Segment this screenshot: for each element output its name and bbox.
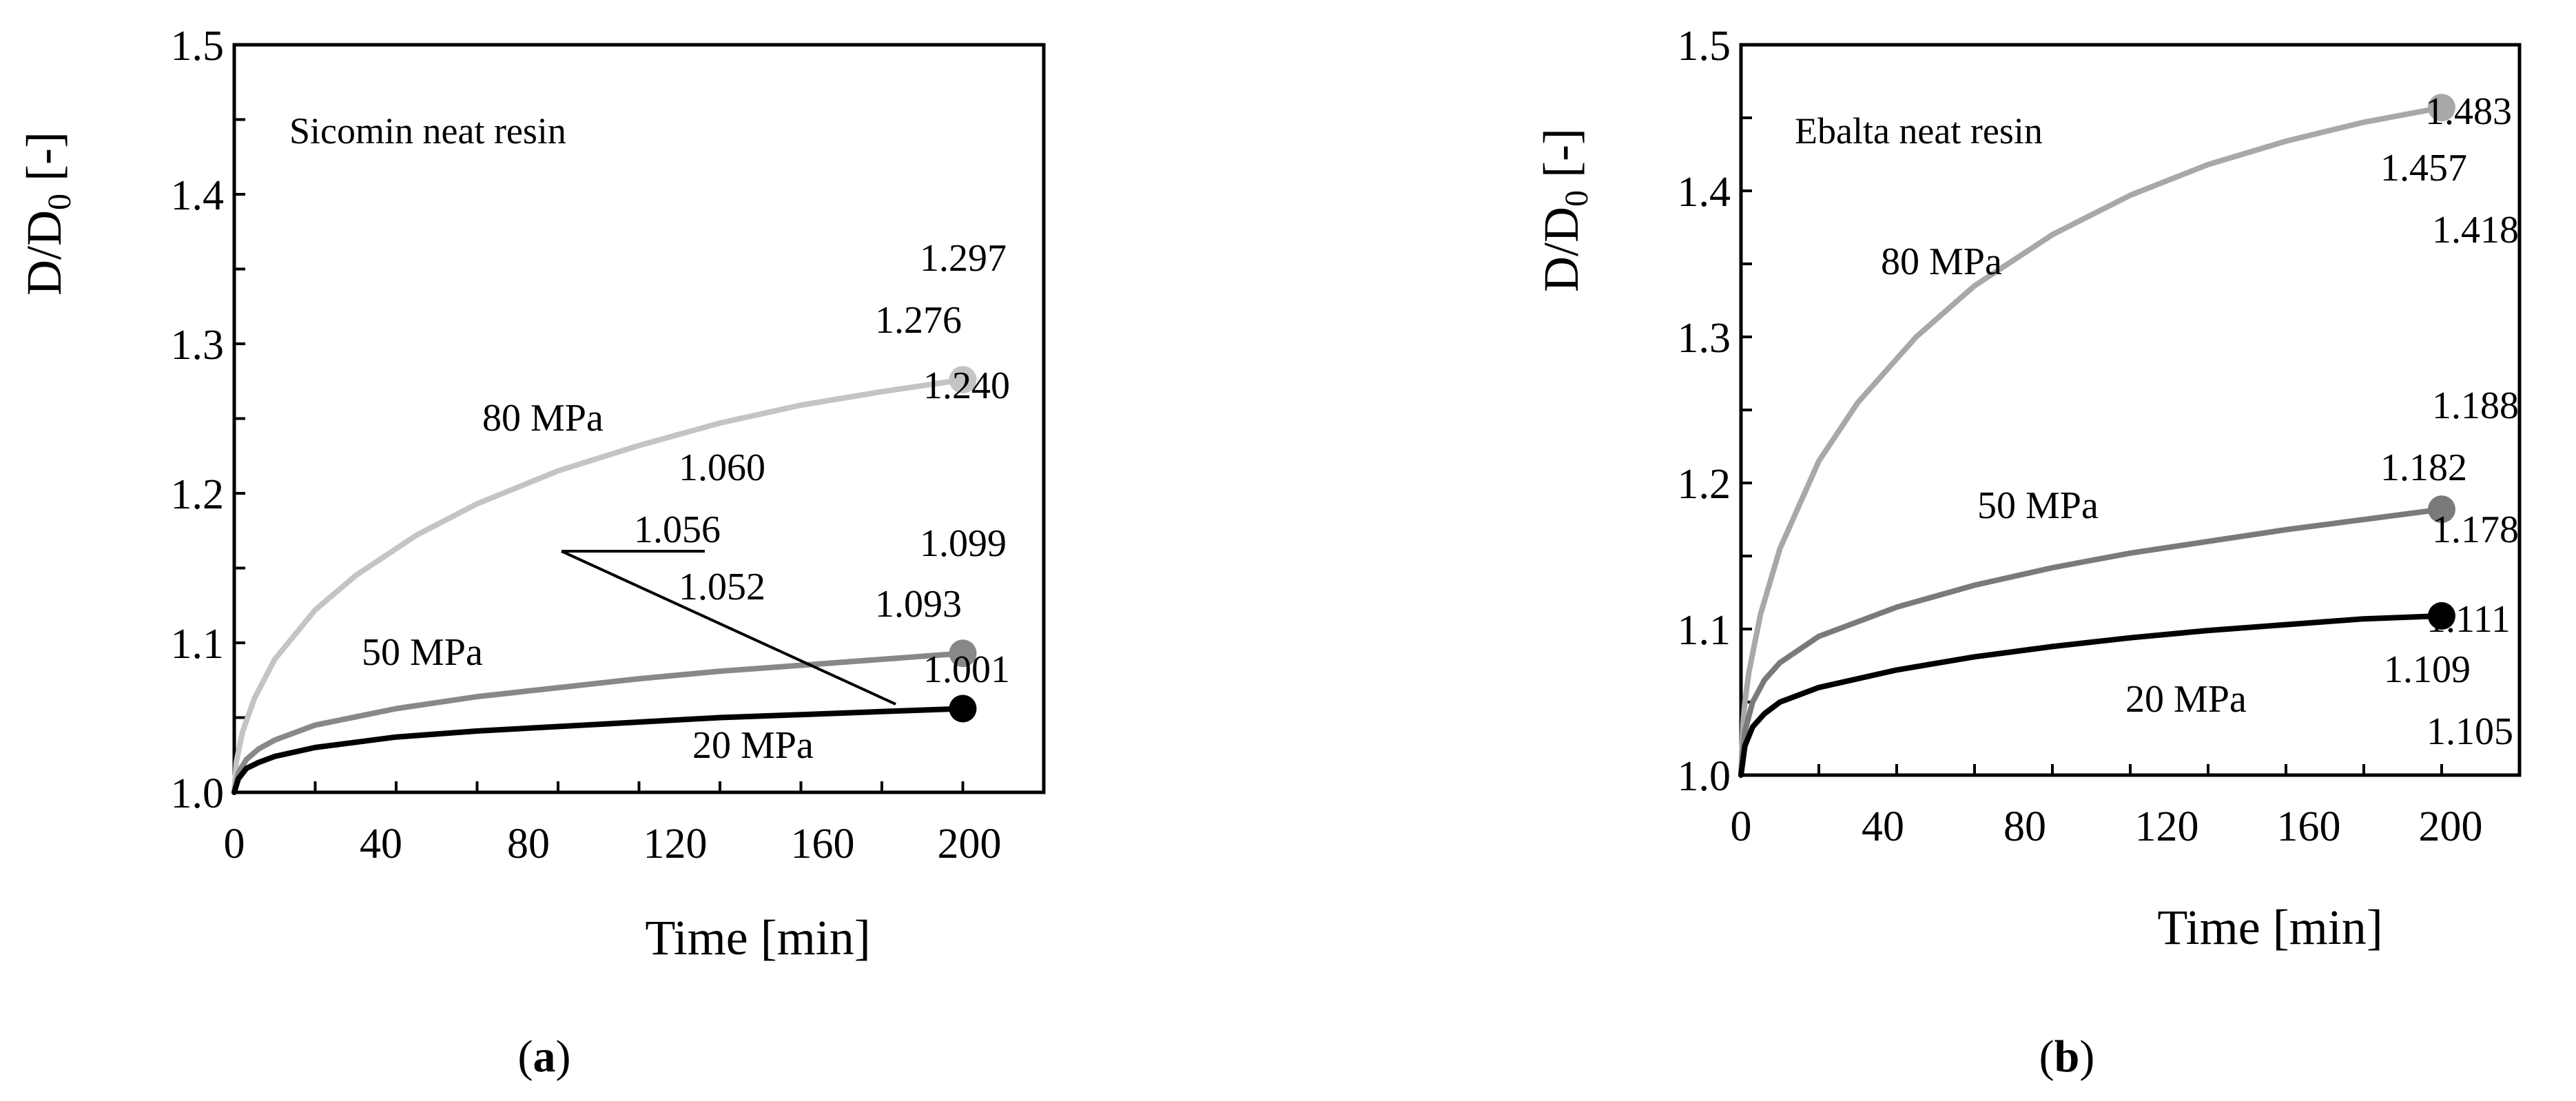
annotation: 1.111 (2426, 598, 2511, 641)
x-tick-label: 80 (507, 821, 550, 867)
annotation: 1.001 (923, 648, 1010, 691)
y-tick-label: 1.4 (171, 172, 225, 219)
series-end-marker (2428, 495, 2455, 524)
chart-b: Ebalta neat resin 1.0 1.1 1.2 1.3 1.4 1.… (1534, 23, 2522, 1082)
chart-b-title: Ebalta neat resin (1795, 110, 2043, 152)
y-tick-label: 1.2 (171, 471, 225, 518)
series-end-marker (2428, 94, 2455, 122)
x-tick-label: 80 (2003, 803, 2046, 850)
annotation: 1.109 (2384, 648, 2471, 691)
y-tick-label: 1.2 (1678, 461, 1731, 508)
y-axis-label-main: D/D (1534, 207, 1589, 292)
y-tick-label: 1.1 (1678, 607, 1731, 654)
series-a (231, 366, 977, 795)
panel-label-b: (b) (2039, 1031, 2095, 1082)
x-tick-label: 200 (2419, 803, 2483, 850)
x-tick-label: 40 (360, 821, 402, 867)
x-tick-label: 0 (1731, 803, 1752, 850)
x-tick-label: 120 (643, 821, 708, 867)
y-tick-label: 1.5 (1678, 23, 1731, 70)
series-end-marker (949, 694, 977, 723)
chart-a: Sicomin neat resin 1.0 1.1 1.2 1.3 1.4 1… (17, 23, 1046, 1082)
panel-letter-b: b (2054, 1031, 2080, 1082)
y-axis-label-unit: [-] (17, 132, 72, 194)
series-b (1738, 94, 2455, 778)
y-tick-label: 1.3 (1678, 315, 1731, 362)
annotation: 1.105 (2426, 710, 2513, 753)
series-end-marker (949, 639, 977, 668)
annotation: 1.418 (2432, 209, 2519, 251)
y-axis-label-sub: 0 (41, 194, 78, 210)
series-line-20-mpa (1738, 613, 2444, 778)
series-line-50-mpa (1738, 506, 2444, 778)
annotation: 1.182 (2380, 446, 2467, 489)
annotation: 1.099 (920, 522, 1007, 565)
annotation: 1.093 (875, 583, 962, 626)
y-tick-label: 1.1 (171, 621, 225, 668)
series-line-20-mpa (231, 706, 966, 795)
x-tick-label: 160 (2277, 803, 2341, 850)
y-axis-label-sub: 0 (1558, 190, 1595, 207)
series-end-marker (2428, 601, 2455, 630)
series-label-20: 20 MPa (2125, 678, 2247, 721)
annotation: 1.457 (2380, 147, 2467, 189)
series-line-50-mpa (231, 650, 966, 795)
y-axis-label-unit: [-] (1534, 128, 1589, 190)
x-tick-label: 40 (1862, 803, 1904, 850)
series-label-20: 20 MPa (692, 724, 814, 767)
y-tick-label: 1.0 (1678, 753, 1731, 800)
y-tick-label: 1.0 (171, 770, 225, 817)
x-tick-label: 0 (224, 821, 245, 867)
annotation: 1.483 (2425, 90, 2512, 133)
y-tick-label: 1.5 (171, 23, 225, 70)
annotation: 1.240 (923, 364, 1010, 407)
annotation: 1.060 (679, 446, 765, 489)
y-tick-label: 1.3 (171, 322, 225, 369)
annotation: 1.052 (679, 566, 765, 608)
series-label-50: 50 MPa (1977, 484, 2099, 527)
annotation: 1.056 (634, 508, 721, 551)
panel-letter-a: a (533, 1031, 556, 1082)
y-axis-label: D/D0 [-] (1534, 128, 1595, 292)
series-label-50: 50 MPa (362, 631, 483, 674)
x-tick-label: 200 (938, 821, 1002, 867)
x-tick-label: 160 (791, 821, 855, 867)
annotation: 1.276 (875, 299, 962, 342)
annotation: 1.178 (2432, 508, 2519, 551)
x-axis-label: Time [min] (2157, 900, 2382, 955)
y-axis-label-main: D/D (17, 210, 72, 296)
series-end-marker (949, 366, 977, 394)
chart-a-title: Sicomin neat resin (289, 110, 566, 152)
y-tick-label: 1.4 (1678, 169, 1731, 216)
panel-label-a: (a) (518, 1031, 571, 1082)
y-axis-label: D/D0 [-] (17, 132, 78, 296)
series-line-80-mpa (1738, 105, 2444, 778)
series-label-80: 80 MPa (1881, 240, 2002, 283)
series-line-80-mpa (231, 377, 966, 795)
x-tick-label: 120 (2135, 803, 2199, 850)
ticks-a (234, 118, 965, 792)
annotation: 1.297 (920, 237, 1007, 280)
leader-line (561, 550, 896, 706)
annotation: 1.188 (2432, 384, 2519, 427)
x-axis-label: Time [min] (645, 910, 870, 965)
series-label-80: 80 MPa (482, 397, 604, 440)
